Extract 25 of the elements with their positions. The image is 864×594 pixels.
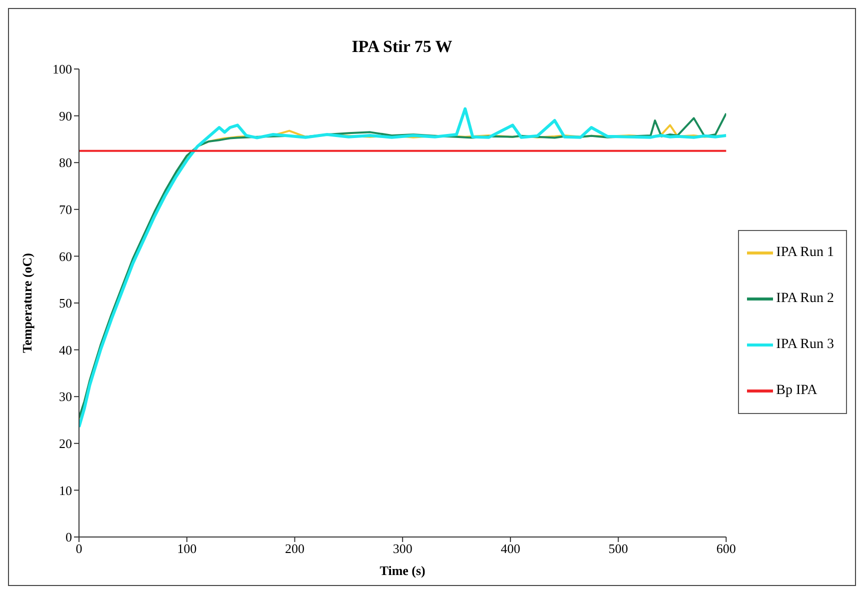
- y-axis-title: Temperature (oC): [20, 252, 35, 354]
- x-tick-label: 100: [177, 541, 197, 556]
- x-tick-label: 400: [500, 541, 520, 556]
- legend-label: IPA Run 1: [776, 245, 834, 261]
- x-tick-label: 0: [76, 541, 82, 556]
- y-tick-label: 0: [66, 530, 72, 545]
- legend-label: Bp IPA: [776, 383, 818, 399]
- chart-title: IPA Stir 75 W: [350, 36, 454, 57]
- y-tick-label: 10: [59, 482, 72, 498]
- y-tick-label: 50: [59, 296, 72, 311]
- x-tick-label: 300: [392, 541, 412, 556]
- x-tick-label: 600: [716, 541, 736, 556]
- y-tick-label: 80: [59, 155, 72, 170]
- y-tick-label: 70: [59, 202, 72, 218]
- x-axis-title: Time (s): [380, 563, 426, 578]
- y-tick-label: 60: [59, 248, 72, 264]
- y-tick-label: 90: [59, 108, 72, 124]
- x-tick-label: 200: [284, 541, 304, 556]
- legend-label: IPA Run 3: [776, 337, 834, 353]
- legend-label: IPA Run 2: [776, 291, 834, 307]
- y-tick-label: 30: [59, 389, 72, 404]
- y-tick-label: 20: [59, 436, 72, 452]
- y-tick-label: 100: [52, 62, 72, 77]
- y-tick-label: 40: [59, 342, 72, 358]
- x-tick-label: 500: [608, 541, 628, 556]
